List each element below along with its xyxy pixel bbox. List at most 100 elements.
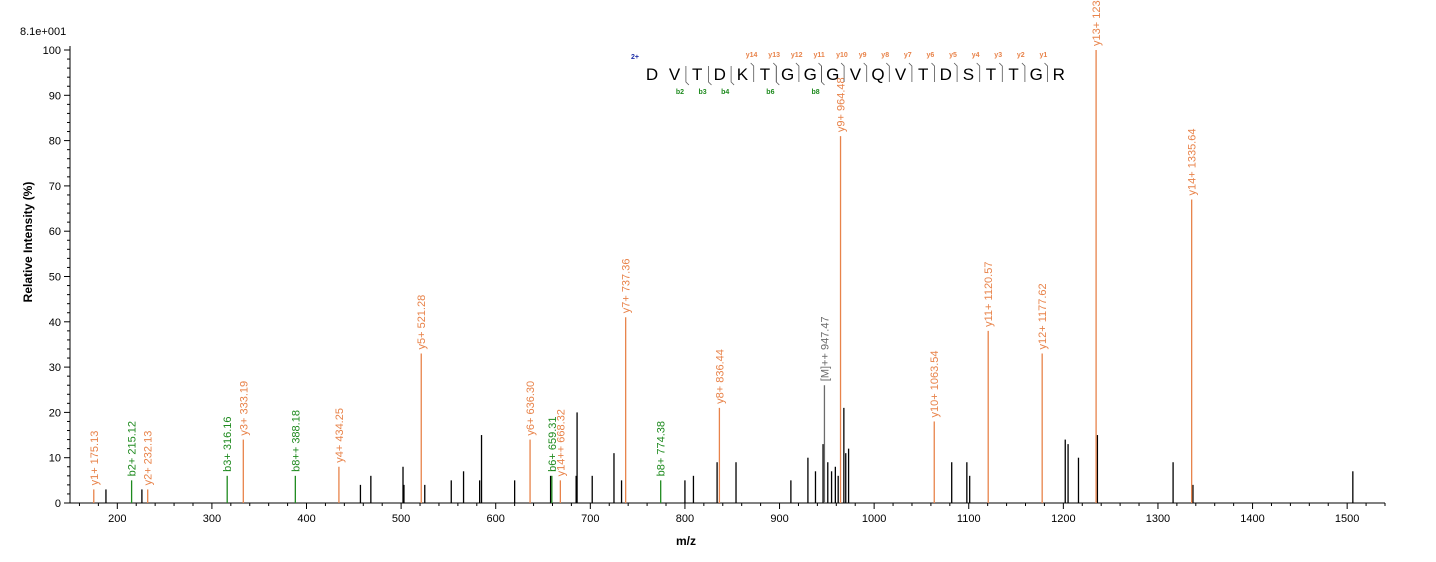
sequence-residue: V (669, 65, 681, 84)
y-ion-bracket (1021, 62, 1026, 82)
peak-label: b6+ 659.31 (547, 416, 559, 471)
peak-label: y8+ 836.44 (714, 349, 726, 404)
y-tick-label: 60 (49, 226, 61, 238)
y-ion-label: y4 (972, 52, 980, 59)
x-axis-title: m/z (676, 534, 696, 548)
y-tick-label: 90 (49, 90, 61, 102)
y-ion-label: y8 (881, 52, 889, 59)
peak-label: y3+ 333.19 (238, 381, 250, 436)
peak-label: y14++ 668.32 (555, 409, 567, 476)
y-tick-label: 40 (49, 317, 61, 329)
max-intensity-label: 8.1e+001 (20, 26, 66, 38)
y-ion-bracket (818, 62, 822, 82)
b-ion-label: b6 (766, 89, 774, 96)
x-tick-label: 700 (581, 513, 599, 525)
sequence-residue: T (986, 65, 996, 84)
peak-label: y13+ 1234.62 (1091, 0, 1103, 46)
peak-labels: y1+ 175.13 b2+ 215.12 y2+ 232.13 b3+ 316.16… (89, 0, 1199, 485)
y-ion-bracket (976, 62, 981, 82)
y-ion-label: y13 (768, 52, 780, 59)
y-ion-label: y6 (927, 52, 935, 59)
sequence-residue: R (1053, 65, 1065, 84)
x-tick-label: 900 (770, 513, 788, 525)
y-tick-label: 20 (49, 407, 61, 419)
y-tick-label: 100 (43, 45, 61, 57)
y-ion-bracket (863, 62, 868, 82)
x-tick-label: 1500 (1335, 513, 1359, 525)
y-ion-bracket (750, 62, 755, 82)
y-tick-label: 30 (49, 362, 61, 374)
y-ion-bracket (795, 62, 800, 82)
x-tick-label: 1000 (862, 513, 886, 525)
sequence-residue: K (737, 65, 749, 84)
peak-label: y9+ 964.48 (836, 77, 848, 132)
sequence-residue: G (804, 65, 817, 84)
x-tick-label: 1100 (957, 513, 981, 525)
y-ion-label: y12 (791, 52, 803, 59)
sequence-residue: T (918, 65, 928, 84)
y-tick-label: 10 (49, 453, 61, 465)
y-ion-bracket (840, 62, 845, 82)
peak-label: y7+ 737.36 (621, 259, 633, 314)
peak-label: b3+ 316.16 (222, 416, 234, 471)
sequence-residue: V (895, 65, 907, 84)
b-ion-bracket (821, 66, 825, 86)
peak-label: y6+ 636.30 (525, 381, 537, 436)
b-ion-bracket (775, 66, 780, 86)
y-ion-bracket (1044, 62, 1048, 82)
sequence-residue: T (1008, 65, 1018, 84)
peak-label: y5+ 521.28 (416, 295, 428, 350)
y-ion-label: y1 (1040, 52, 1048, 59)
b-ion-bracket (685, 66, 690, 86)
b-ion-label: b8 (812, 89, 820, 96)
axes: 0 10 20 30 40 50 60 70 80 90 100 200 300 400 500 600 700… (43, 45, 1386, 525)
y-axis-title: Relative Intensity (%) (21, 182, 35, 303)
y-ion-label: y3 (994, 52, 1002, 59)
b-ion-label: b4 (721, 89, 729, 96)
peak-label: y14+ 1335.64 (1187, 129, 1199, 196)
sequence-residue: G (781, 65, 794, 84)
y-ion-label: y14 (746, 52, 758, 59)
sequence-residue: Q (871, 65, 884, 84)
sequence-residue: D (940, 65, 952, 84)
x-tick-label: 400 (297, 513, 315, 525)
sequence-residue: V (850, 65, 862, 84)
x-tick-label: 1400 (1240, 513, 1264, 525)
y-ion-label: y7 (904, 52, 912, 59)
sequence-residue: S (963, 65, 974, 84)
y-tick-label: 50 (49, 272, 61, 284)
y-tick-label: 0 (55, 498, 61, 510)
b-ion-bracket (730, 66, 735, 86)
peak-label: y2+ 232.13 (143, 431, 155, 486)
y-tick-label: 80 (49, 136, 61, 148)
y-ion-bracket (999, 62, 1003, 82)
y-ion-label: y9 (859, 52, 867, 59)
x-tick-label: 500 (392, 513, 410, 525)
y-tick-label: 70 (49, 181, 61, 193)
y-ion-bracket (886, 62, 890, 82)
b-ion-bracket (708, 66, 712, 86)
y-ion-bracket (953, 62, 958, 82)
sequence-residue: G (1030, 65, 1043, 84)
b-ion-label: b3 (699, 89, 707, 96)
sequence-residue: D (714, 65, 726, 84)
sequence-residue: D (646, 65, 658, 84)
y-ion-label: y11 (814, 52, 825, 59)
peaks (93, 50, 1354, 503)
x-tick-label: 1300 (1146, 513, 1170, 525)
y-ion-bracket (773, 62, 777, 82)
sequence-residue: T (760, 65, 770, 84)
x-tick-label: 1200 (1051, 513, 1075, 525)
peak-label: b8+ 774.38 (656, 421, 668, 476)
x-tick-label: 300 (203, 513, 221, 525)
b-ion-label: b2 (676, 89, 684, 96)
y-ion-bracket (908, 62, 913, 82)
y-ion-bracket (931, 62, 935, 82)
peak-label: y12+ 1177.62 (1037, 283, 1049, 349)
peak-label: b2+ 215.12 (127, 421, 139, 476)
y-ion-label: y5 (949, 52, 957, 59)
y-ion-label: y2 (1017, 52, 1025, 59)
x-tick-label: 600 (487, 513, 505, 525)
